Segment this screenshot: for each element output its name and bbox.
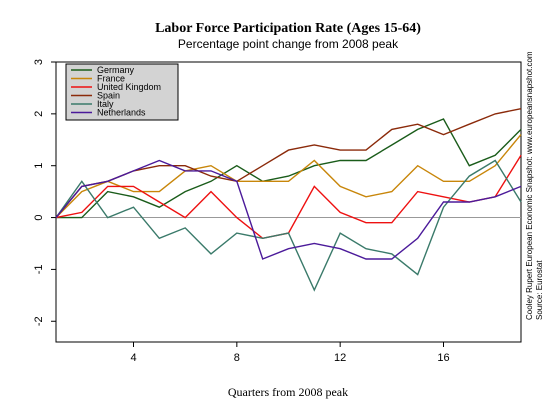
side-annotation: Cooley Rupert European Economic Snapshot…	[525, 51, 544, 320]
x-tick-label: 4	[130, 352, 136, 364]
y-tick-label: -2	[33, 316, 45, 326]
legend-box	[65, 63, 179, 121]
y-tick-label: 0	[33, 214, 45, 220]
x-axis-label: Quarters from 2008 peak	[228, 385, 348, 399]
series-line-germany	[56, 118, 522, 219]
x-axis: 4 8 12 16	[130, 342, 450, 364]
y-tick-label: 3	[33, 59, 45, 65]
series-line-italy	[55, 159, 522, 292]
series-line-netherlands	[55, 159, 522, 260]
x-tick-label: 8	[234, 352, 240, 364]
annotation-line-1: Cooley Rupert European Economic Snapshot…	[525, 51, 534, 320]
x-tick-label: 12	[334, 352, 346, 364]
legend-label-spain: Spain	[97, 91, 120, 101]
series-lines	[55, 108, 522, 292]
series-line-spain	[55, 108, 522, 219]
chart-subtitle: Percentage point change from 2008 peak	[178, 37, 399, 51]
series-line-france	[55, 134, 522, 219]
y-tick-label: -1	[33, 265, 45, 275]
y-tick-label: 1	[33, 163, 45, 169]
legend-label-italy: Italy	[97, 99, 114, 109]
y-axis: -2 -1 0 1 2 3	[33, 59, 56, 326]
annotation-line-2: Source: Eurostat	[535, 260, 544, 320]
x-tick-label: 16	[437, 352, 449, 364]
legend-label-netherlands: Netherlands	[97, 108, 146, 118]
legend-label-germany: Germany	[97, 65, 135, 75]
y-tick-label: 2	[33, 111, 45, 117]
legend-label-united-kingdom: United Kingdom	[97, 82, 161, 92]
legend-label-france: France	[97, 74, 125, 84]
chart-title: Labor Force Participation Rate (Ages 15-…	[155, 21, 421, 36]
